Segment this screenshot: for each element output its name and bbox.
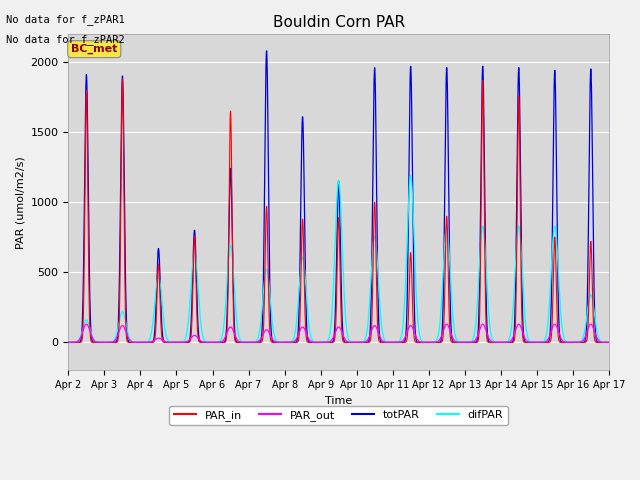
PAR_out	[65, 339, 72, 345]
PAR_out	[172, 339, 180, 345]
PAR_in	[162, 339, 170, 345]
totPAR	[319, 339, 326, 345]
totPAR	[491, 339, 499, 345]
Y-axis label: PAR (umol/m2/s): PAR (umol/m2/s)	[15, 156, 25, 249]
PAR_in	[605, 339, 612, 345]
PAR_out	[605, 339, 612, 345]
totPAR	[605, 339, 612, 345]
PAR_out	[460, 339, 468, 345]
difPAR	[407, 173, 415, 179]
difPAR	[604, 339, 612, 345]
PAR_in	[460, 339, 467, 345]
PAR_out	[319, 339, 326, 345]
PAR_out	[430, 339, 438, 345]
difPAR	[605, 339, 612, 345]
Legend: PAR_in, PAR_out, totPAR, difPAR: PAR_in, PAR_out, totPAR, difPAR	[170, 406, 508, 425]
totPAR	[430, 339, 438, 345]
PAR_out	[83, 321, 90, 327]
Line: PAR_out: PAR_out	[68, 324, 609, 342]
PAR_in	[490, 339, 498, 345]
totPAR	[263, 48, 271, 54]
Title: Bouldin Corn PAR: Bouldin Corn PAR	[273, 15, 404, 30]
totPAR	[162, 339, 170, 345]
Text: BC_met: BC_met	[71, 44, 118, 54]
totPAR	[460, 339, 468, 345]
difPAR	[162, 330, 170, 336]
PAR_in	[118, 76, 126, 82]
PAR_in	[319, 339, 326, 345]
X-axis label: Time: Time	[325, 396, 352, 406]
PAR_in	[604, 339, 612, 345]
totPAR	[173, 339, 180, 345]
totPAR	[604, 339, 612, 345]
PAR_out	[162, 339, 170, 345]
PAR_out	[491, 339, 499, 345]
Text: No data for f_zPAR2: No data for f_zPAR2	[6, 34, 125, 45]
PAR_in	[65, 339, 72, 345]
difPAR	[319, 339, 326, 345]
PAR_in	[430, 339, 438, 345]
difPAR	[65, 339, 72, 345]
difPAR	[460, 339, 467, 345]
PAR_out	[604, 339, 612, 345]
Line: totPAR: totPAR	[68, 51, 609, 342]
Line: difPAR: difPAR	[68, 176, 609, 342]
difPAR	[490, 339, 498, 345]
Text: No data for f_zPAR1: No data for f_zPAR1	[6, 14, 125, 25]
Line: PAR_in: PAR_in	[68, 79, 609, 342]
totPAR	[65, 339, 72, 345]
difPAR	[430, 339, 438, 345]
